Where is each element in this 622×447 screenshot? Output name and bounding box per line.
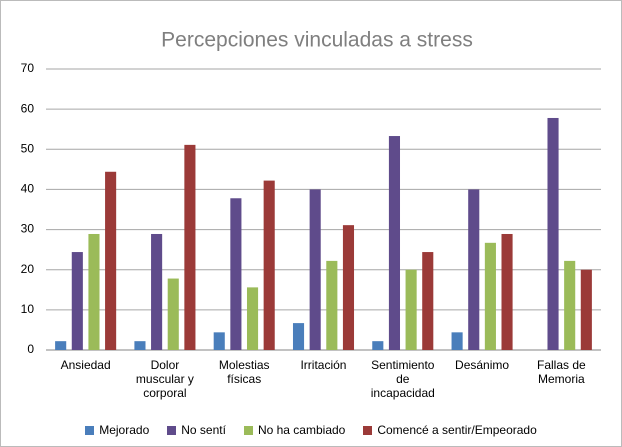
y-tick-label: 70 — [21, 61, 35, 75]
bar — [309, 189, 321, 350]
legend-label: No sentí — [181, 423, 226, 437]
bar — [55, 341, 67, 350]
bar — [105, 171, 117, 350]
x-tick-label: Desánimo — [455, 358, 510, 372]
bar — [71, 252, 83, 350]
bar — [167, 278, 179, 350]
bar — [184, 144, 196, 350]
legend-swatch — [167, 425, 177, 435]
legend-swatch — [243, 425, 253, 435]
bar — [151, 233, 163, 350]
bar — [292, 323, 305, 350]
legend-entry: Mejorado — [85, 423, 149, 437]
y-tick-label: 0 — [27, 342, 34, 356]
bar — [388, 136, 401, 350]
bar — [230, 198, 242, 350]
legend-swatch — [85, 425, 95, 435]
y-tick-label: 20 — [21, 262, 35, 276]
bar — [468, 189, 480, 350]
bar — [246, 287, 259, 350]
bar — [88, 233, 100, 350]
legend-label: Comencé a sentir/Empeorado — [377, 423, 537, 437]
bar — [422, 252, 434, 350]
y-tick-label: 40 — [21, 182, 35, 196]
legend-entry: No ha cambiado — [243, 423, 346, 437]
legend: Mejorado No sentí No ha cambiado Comencé a … — [1, 423, 621, 437]
bar — [326, 260, 338, 350]
x-tick-label: Ansiedad — [60, 358, 111, 372]
bar — [213, 332, 225, 350]
x-tick-label: Sentimiento de incapacidad — [370, 358, 435, 400]
bar — [501, 233, 513, 350]
legend-entry: No sentí — [167, 423, 226, 437]
bar — [547, 117, 559, 350]
x-tick-label: Fallas de Memoria — [536, 358, 586, 386]
legend-swatch — [363, 425, 373, 435]
bar — [451, 332, 463, 350]
y-tick-label: 50 — [21, 141, 35, 155]
x-tick-label: Irritación — [300, 358, 347, 372]
bar — [372, 341, 384, 350]
bar — [580, 269, 592, 350]
bar — [484, 242, 496, 350]
bar — [134, 341, 146, 350]
legend-label: Mejorado — [99, 423, 150, 437]
bar — [342, 225, 355, 350]
y-tick-label: 10 — [21, 302, 35, 316]
bar — [405, 269, 417, 350]
legend-entry: Comencé a sentir/Empeorado — [363, 423, 537, 437]
x-tick-label: Dolor muscular y corporal — [135, 358, 194, 400]
legend-label: No ha cambiado — [257, 423, 346, 437]
y-tick-label: 60 — [21, 101, 35, 115]
bar — [564, 260, 576, 350]
chart-title: Percepciones vinculadas a stress — [161, 29, 473, 52]
x-tick-label: Molestias físicas — [218, 358, 270, 386]
y-tick-label: 30 — [21, 222, 35, 236]
bar — [263, 180, 275, 350]
